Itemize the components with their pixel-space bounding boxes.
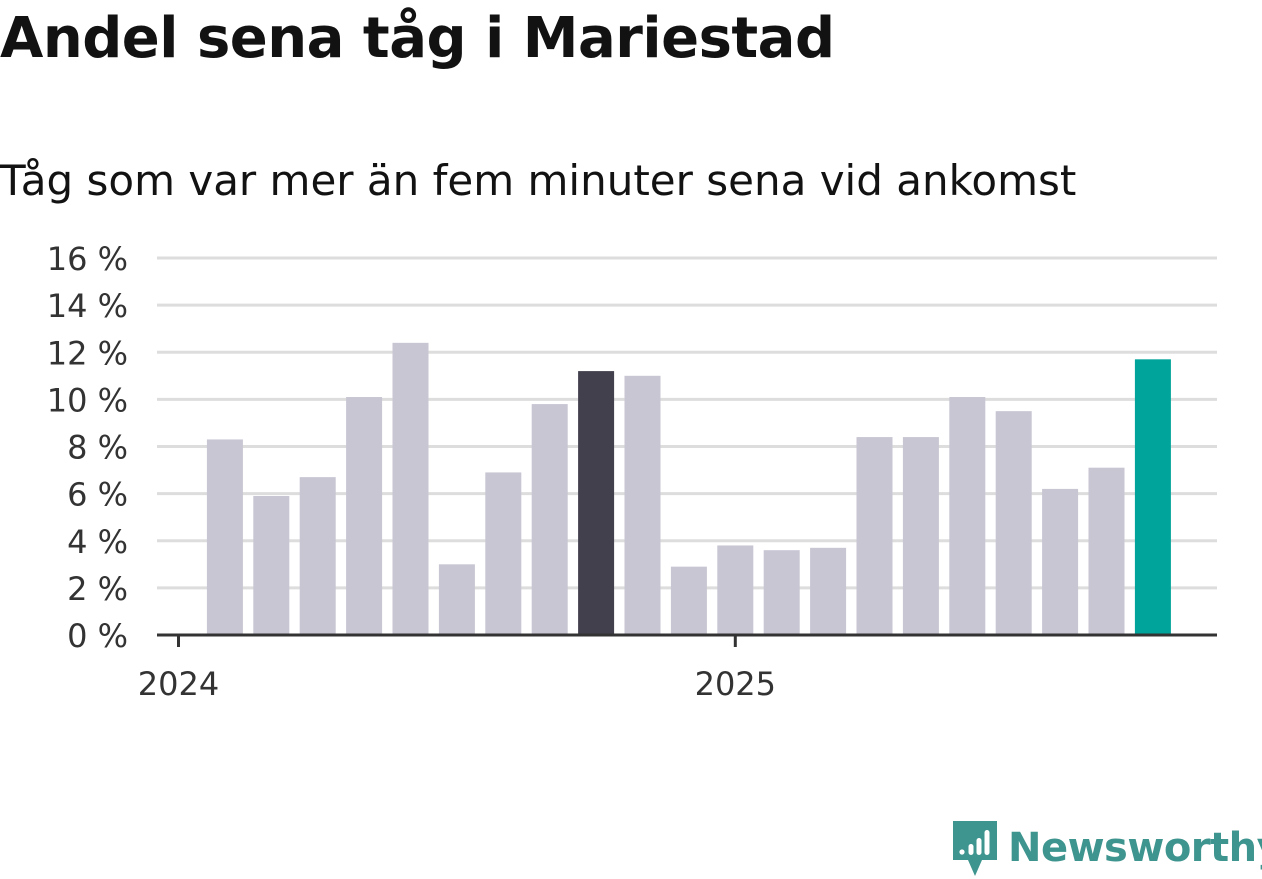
brand-name: Newsworthy — [1008, 825, 1262, 871]
y-tick-label: 0 % — [67, 617, 128, 655]
bar — [531, 404, 568, 635]
bar — [902, 437, 939, 635]
x-tick-label: 2025 — [695, 665, 776, 703]
bar — [995, 411, 1032, 635]
y-tick-label: 2 % — [67, 570, 128, 608]
bar — [670, 566, 707, 635]
y-tick-label: 10 % — [47, 381, 128, 419]
bar — [624, 375, 661, 635]
bar — [717, 545, 754, 635]
y-tick-label: 16 % — [47, 240, 128, 278]
bar — [346, 397, 383, 635]
x-tick-label: 2024 — [138, 665, 219, 703]
newsworthy-logo-icon — [953, 821, 997, 876]
bar — [856, 437, 893, 635]
bar — [1088, 467, 1125, 635]
bar — [1134, 359, 1171, 635]
y-tick-label: 14 % — [47, 287, 128, 325]
bar — [578, 371, 615, 635]
bar — [206, 439, 243, 635]
y-tick-label: 6 % — [67, 476, 128, 514]
bar — [253, 495, 290, 635]
bars — [206, 342, 1171, 635]
y-tick-label: 12 % — [47, 334, 128, 372]
bar — [763, 550, 800, 635]
bar — [438, 564, 475, 635]
bar — [1042, 488, 1079, 635]
x-axis: 2024 2025 — [138, 633, 1217, 703]
bar — [949, 397, 986, 635]
bar — [485, 472, 522, 635]
newsworthy-logo: Newsworthy — [950, 818, 1262, 878]
bar — [392, 342, 429, 635]
y-tick-label: 4 % — [67, 523, 128, 561]
y-axis-labels: 0 % 2 % 4 % 6 % 8 % 10 % 12 % 14 % 16 % — [47, 240, 128, 655]
bar — [299, 477, 336, 635]
chart-subtitle: Tåg som var mer än fem minuter sena vid … — [0, 156, 1077, 205]
bar — [810, 547, 847, 635]
bar-chart: 0 % 2 % 4 % 6 % 8 % 10 % 12 % 14 % 16 % 2024 2025 — [47, 240, 1217, 703]
chart-title: Andel sena tåg i Mariestad — [0, 6, 835, 71]
y-tick-label: 8 % — [67, 429, 128, 467]
